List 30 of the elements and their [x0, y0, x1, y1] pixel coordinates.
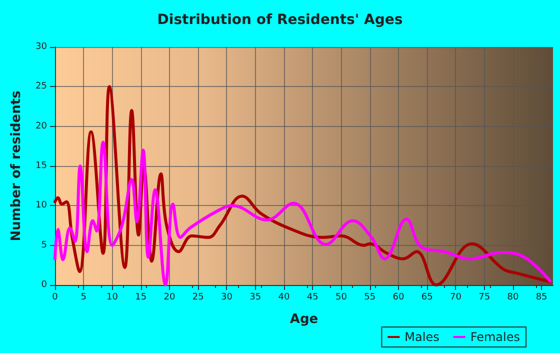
x-tick-label: 5	[80, 292, 86, 302]
x-tick-label: 65	[421, 292, 433, 302]
x-tick-label: 25	[192, 292, 204, 302]
x-tick-label: 75	[478, 292, 490, 302]
x-tick-label: 80	[507, 292, 519, 302]
x-tick-label: 50	[335, 292, 348, 302]
y-axis-title: Number of residents	[9, 90, 24, 242]
x-tick-label: 10	[106, 292, 118, 302]
x-tick-label: 0	[52, 292, 58, 302]
y-tick-label: 20	[36, 121, 48, 132]
x-tick-label: 15	[135, 292, 147, 302]
legend-label: Females	[470, 330, 520, 344]
x-tick-label: 60	[392, 292, 404, 302]
x-tick-label: 45	[306, 292, 318, 302]
x-tick-label: 20	[164, 292, 176, 302]
y-tick-label: 5	[41, 240, 47, 250]
x-tick-label: 40	[278, 292, 290, 302]
y-tick-label: 30	[36, 42, 48, 52]
y-tick-label: 15	[36, 161, 47, 171]
x-tick-label: 85	[536, 292, 548, 302]
x-tick-label: 30	[221, 292, 233, 302]
y-tick-label: 25	[36, 82, 47, 92]
legend-label: Males	[404, 330, 440, 344]
chart-title: Distribution of Residents' Ages	[157, 12, 403, 28]
x-tick-label: 55	[364, 292, 376, 302]
x-tick-label: 35	[250, 292, 262, 302]
x-axis-title: Age	[290, 312, 318, 327]
y-tick-label: 0	[41, 280, 48, 290]
x-tick-label: 70	[450, 292, 462, 302]
y-tick-label: 10	[36, 200, 48, 211]
